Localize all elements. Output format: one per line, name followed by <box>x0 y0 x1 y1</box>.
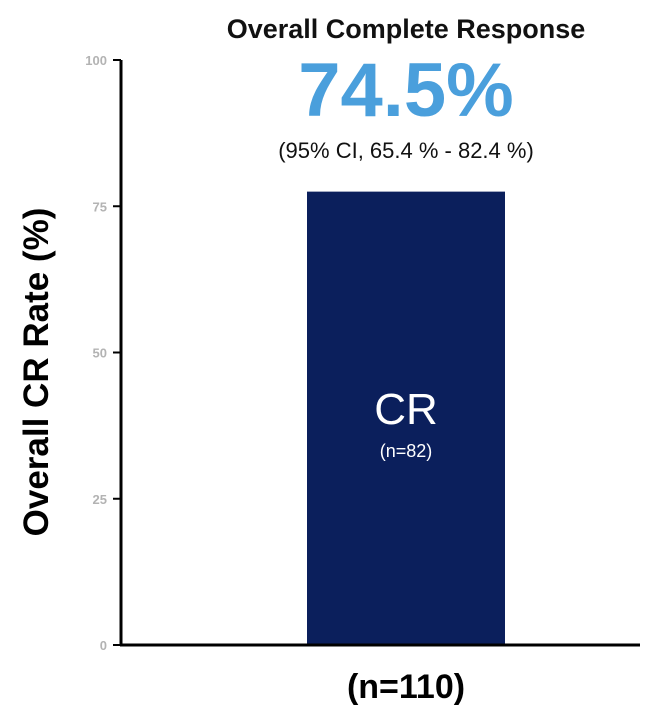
y-tick-label: 0 <box>100 638 107 653</box>
bars <box>307 191 505 645</box>
bar-sublabel: (n=82) <box>380 441 433 461</box>
y-axis-label: Overall CR Rate (%) <box>17 208 56 537</box>
confidence-interval: (95% CI, 65.4 % - 82.4 %) <box>278 138 534 163</box>
y-tick-label: 75 <box>93 199 107 214</box>
x-axis-label: (n=110) <box>347 668 465 706</box>
bar-label: CR <box>374 385 438 434</box>
headline-percentage: 74.5% <box>298 48 514 133</box>
bar-cr <box>307 191 505 645</box>
y-tick-label: 25 <box>93 492 107 507</box>
y-tick-label: 50 <box>93 346 107 361</box>
y-axis-ticks: 0 25 50 75 100 <box>85 53 121 653</box>
chart-title: Overall Complete Response <box>227 14 586 44</box>
y-tick-label: 100 <box>85 53 107 68</box>
